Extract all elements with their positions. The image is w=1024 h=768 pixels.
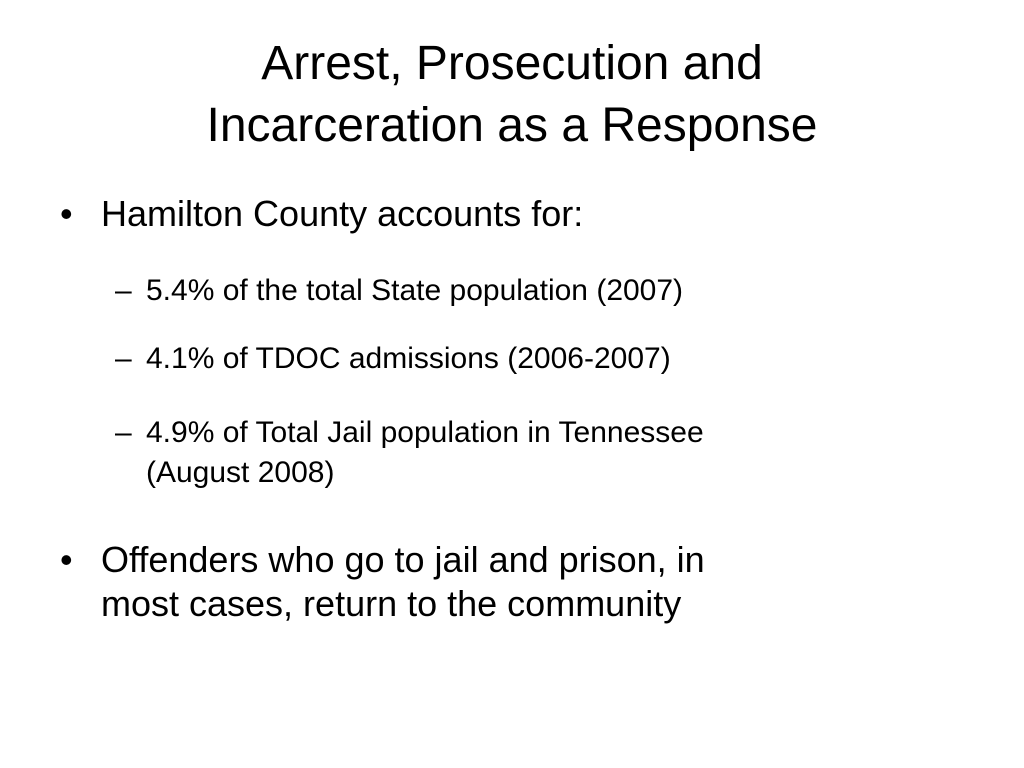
- bullet-marker: •: [60, 539, 73, 580]
- bullet-hamilton-county: • Hamilton County accounts for:: [60, 192, 960, 236]
- bullet-marker: •: [60, 193, 73, 234]
- sub-bullet-tdoc-admissions: – 4.1% of TDOC admissions (2006-2007): [115, 339, 935, 379]
- sub-bullet-text-line-2: (August 2008): [146, 456, 335, 489]
- bullet-offenders-return: • Offenders who go to jail and prison, i…: [60, 538, 960, 626]
- sub-bullet-marker: –: [115, 416, 132, 449]
- sub-bullet-marker: –: [115, 342, 132, 375]
- bullet-text-line-1: Offenders who go to jail and prison, in: [101, 539, 705, 580]
- slide-title-line-1: Arrest, Prosecution and: [261, 37, 763, 90]
- sub-bullet-marker: –: [115, 274, 132, 307]
- slide-title-line-2: Incarceration as a Response: [206, 99, 818, 152]
- sub-bullet-text: 5.4% of the total State population (2007…: [146, 274, 684, 307]
- sub-bullet-text-line-1: 4.9% of Total Jail population in Tenness…: [146, 416, 704, 449]
- sub-bullet-jail-population: – 4.9% of Total Jail population in Tenne…: [115, 413, 935, 493]
- slide-title: Arrest, Prosecution and Incarceration as…: [0, 33, 1024, 157]
- sub-bullet-text: 4.1% of TDOC admissions (2006-2007): [146, 342, 671, 375]
- bullet-text: Offenders who go to jail and prison, in …: [101, 538, 960, 626]
- bullet-text-line-2: most cases, return to the community: [101, 583, 682, 624]
- bullet-text: Hamilton County accounts for:: [101, 193, 584, 234]
- sub-bullet-text: 4.9% of Total Jail population in Tenness…: [146, 413, 935, 493]
- sub-bullet-state-population: – 5.4% of the total State population (20…: [115, 271, 935, 311]
